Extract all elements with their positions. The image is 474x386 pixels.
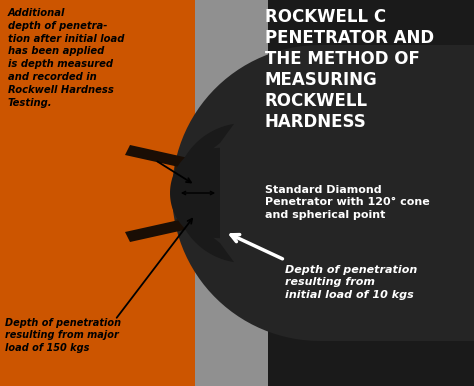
Polygon shape xyxy=(195,220,268,386)
Bar xyxy=(0,0,220,386)
Bar xyxy=(218,0,474,386)
Polygon shape xyxy=(170,148,220,238)
Polygon shape xyxy=(175,200,220,220)
Text: Depth of penetration
resulting from major
load of 150 kgs: Depth of penetration resulting from majo… xyxy=(5,318,121,353)
Polygon shape xyxy=(172,45,474,341)
Polygon shape xyxy=(175,165,220,193)
Text: ROCKWELL C
PENETRATOR AND
THE METHOD OF
MEASURING
ROCKWELL
HARDNESS: ROCKWELL C PENETRATOR AND THE METHOD OF … xyxy=(265,8,434,131)
Polygon shape xyxy=(125,145,220,175)
Text: Standard Diamond
Penetrator with 120° cone
and spherical point: Standard Diamond Penetrator with 120° co… xyxy=(265,185,430,220)
Polygon shape xyxy=(195,0,268,165)
Text: Additional
depth of penetra-
tion after initial load
has been applied
is depth m: Additional depth of penetra- tion after … xyxy=(8,8,124,108)
Text: Depth of penetration
resulting from
initial load of 10 kgs: Depth of penetration resulting from init… xyxy=(285,265,417,300)
Polygon shape xyxy=(125,212,220,242)
Polygon shape xyxy=(175,124,234,262)
